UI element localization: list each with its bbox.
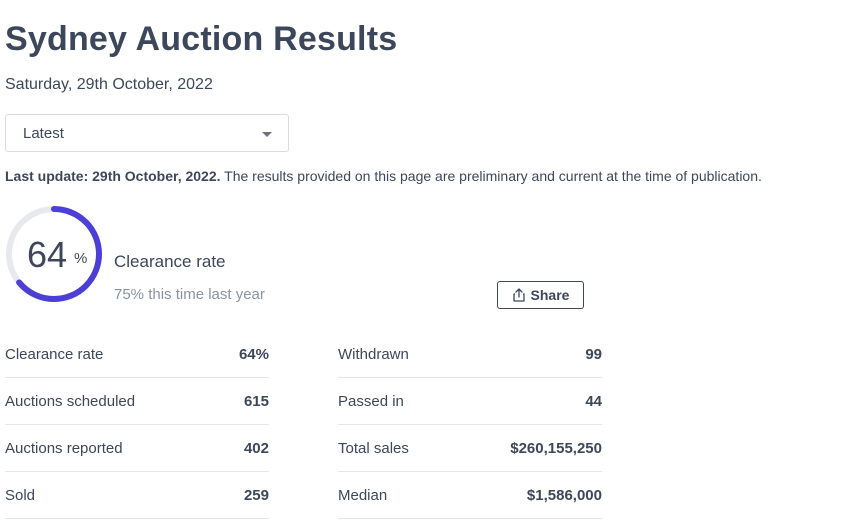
stat-value: $260,155,250 [510,439,602,457]
gauge-unit: % [74,250,88,267]
stat-label: Sold [5,486,36,504]
stat-label: Median [338,486,388,504]
stat-row: Sold 259 [5,472,269,519]
stats-table-right: Withdrawn 99 Passed in 44 Total sales $2… [338,331,602,519]
stat-label: Clearance rate [5,345,104,363]
stat-label: Auctions reported [5,439,123,457]
stat-label: Withdrawn [338,345,409,363]
last-update-notice: Last update: 29th October, 2022. The res… [5,168,850,184]
share-label: Share [530,287,570,303]
page-date: Saturday, 29th October, 2022 [5,76,213,93]
page-title: Sydney Auction Results [5,20,398,58]
stat-label: Passed in [338,392,404,410]
stat-value: 99 [585,345,602,363]
clearance-ring [6,206,102,302]
clearance-gauge: 64 % [5,205,103,303]
stat-row: Passed in 44 [338,378,602,425]
stat-row: Total sales $260,155,250 [338,425,602,472]
stats-table-left: Clearance rate 64% Auctions scheduled 61… [5,331,269,519]
stat-value: $1,586,000 [526,486,602,504]
gauge-fill [6,206,102,302]
stat-row: Clearance rate 64% [5,331,269,378]
select-value: Latest [23,125,64,142]
results-period-select[interactable]: Latest [5,114,289,152]
stat-value: 259 [243,486,269,504]
last-update-text: The results provided on this page are pr… [220,168,762,184]
stat-row: Auctions scheduled 615 [5,378,269,425]
share-button[interactable]: Share [497,281,584,309]
clearance-last-year: 75% this time last year [114,286,265,303]
stat-value: 402 [243,439,269,457]
chevron-down-icon [262,132,272,137]
last-update-date: Last update: 29th October, 2022. [5,168,221,184]
share-icon [512,288,525,302]
stat-row: Median $1,586,000 [338,472,602,519]
stat-label: Auctions scheduled [5,392,136,410]
stat-value: 615 [243,392,269,410]
stat-row: Withdrawn 99 [338,331,602,378]
stat-row: Auctions reported 402 [5,425,269,472]
stat-label: Total sales [338,439,409,457]
stat-value: 44 [585,392,602,410]
clearance-rate-label: Clearance rate [114,252,226,271]
gauge-value: 64 [27,234,68,275]
stat-value: 64% [238,345,269,363]
